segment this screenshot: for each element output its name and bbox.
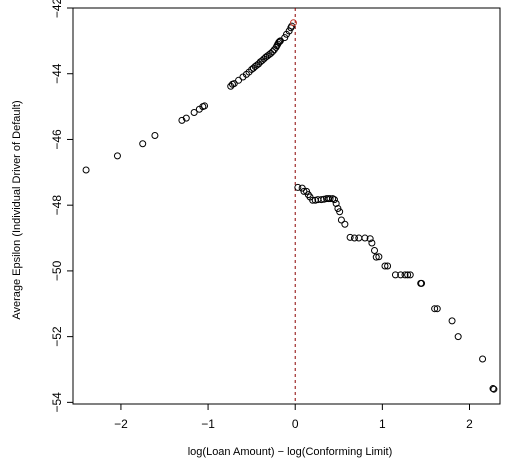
x-axis: −2 −1 0 1 2 [114, 404, 473, 431]
y-axis-title: Average Epsilon (Individual Driver of De… [11, 100, 23, 319]
data-point [300, 187, 308, 195]
data-point [391, 271, 399, 279]
data-point [368, 239, 376, 247]
data-point [113, 152, 121, 160]
data-point [404, 271, 412, 279]
data-point [371, 247, 379, 255]
data-point [489, 385, 497, 393]
x-tick-label: −2 [114, 417, 128, 431]
data-point [303, 187, 311, 195]
data-point [276, 37, 284, 45]
plot-frame [72, 7, 501, 405]
data-point [230, 80, 238, 88]
data-points [82, 19, 498, 393]
y-tick-label: −46 [50, 129, 64, 150]
y-tick-label: −54 [50, 392, 64, 413]
data-point [406, 271, 414, 279]
data-point [269, 48, 277, 56]
data-point [275, 39, 283, 47]
data-point [448, 317, 456, 325]
y-tick-label: −42 [50, 0, 64, 18]
data-point [366, 235, 374, 243]
data-point [479, 355, 487, 363]
data-point [490, 385, 498, 393]
data-point [346, 233, 354, 241]
y-tick-label: −44 [50, 63, 64, 84]
data-point [82, 166, 90, 174]
data-point [418, 279, 426, 287]
x-tick-label: 2 [466, 417, 473, 431]
data-point [182, 114, 190, 122]
data-point [433, 305, 441, 313]
data-point [288, 22, 296, 30]
x-axis-title: log(Loan Amount) − log(Conforming Limit) [188, 446, 393, 458]
data-point [317, 196, 325, 204]
data-point [235, 76, 243, 84]
data-point [267, 49, 275, 57]
data-point [350, 234, 358, 242]
data-point [294, 183, 302, 191]
data-point [139, 140, 147, 148]
data-point [401, 271, 409, 279]
data-point [201, 102, 209, 110]
x-tick-label: 1 [379, 417, 386, 431]
x-tick-label: −1 [201, 417, 215, 431]
data-point [372, 253, 380, 261]
y-tick-label: −50 [50, 260, 64, 281]
y-axis: −54 −52 −50 −48 −46 −44 −42 [50, 0, 73, 413]
data-point [381, 262, 389, 270]
highlighted-data-point [289, 19, 297, 27]
data-point [151, 132, 159, 140]
y-tick-label: −48 [50, 195, 64, 216]
data-point [341, 220, 349, 228]
y-tick-label: −52 [50, 326, 64, 347]
data-point [454, 333, 462, 341]
data-point [330, 196, 338, 204]
data-point [281, 34, 289, 42]
data-point [431, 305, 439, 313]
data-point [337, 216, 345, 224]
data-point [361, 234, 369, 242]
data-point [190, 109, 198, 117]
data-point [355, 234, 363, 242]
data-point [309, 196, 317, 204]
x-tick-label: 0 [292, 417, 299, 431]
data-point [336, 208, 344, 216]
data-point [375, 253, 383, 261]
data-point [326, 195, 334, 203]
data-point [276, 38, 284, 46]
data-point [334, 204, 342, 212]
data-point [332, 200, 340, 208]
data-point [258, 57, 266, 65]
data-point [397, 271, 405, 279]
data-point [298, 184, 306, 192]
data-point [384, 262, 392, 270]
